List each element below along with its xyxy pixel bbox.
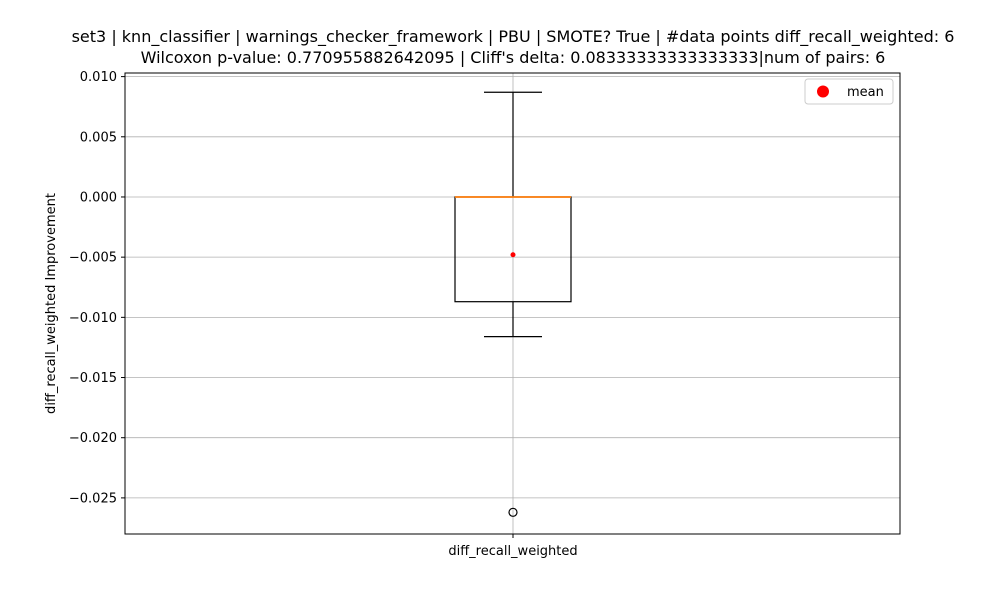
y-tick-label: −0.020 [69,431,117,446]
legend: mean [804,78,894,105]
chart-title-line-1: set3 | knn_classifier | warnings_checker… [71,27,955,46]
y-tick-label: −0.025 [69,491,117,506]
plot-area [454,91,572,517]
y-tick-label: −0.010 [69,311,117,326]
y-tick-label: 0.010 [80,70,117,85]
y-axis-label: diff_recall_weighted Improvement [44,193,59,414]
y-tick-label: 0.000 [80,190,117,205]
grid [125,73,900,534]
y-tick-label: −0.015 [69,371,117,386]
mean-point [510,252,516,258]
legend-mean-marker [817,85,829,98]
legend-box [804,78,894,105]
outlier-point [508,507,518,517]
ticks: 0.010 0.005 0.000 −0.005 −0.010 −0.015 −0.020 −… [69,70,578,559]
x-tick-label: diff_recall_weighted [448,544,577,559]
legend-label-mean: mean [847,85,884,100]
y-tick-label: −0.005 [69,251,117,266]
y-tick-label: 0.005 [80,130,117,145]
chart-title-line-2: Wilcoxon p-value: 0.770955882642095 | Cl… [140,48,886,67]
